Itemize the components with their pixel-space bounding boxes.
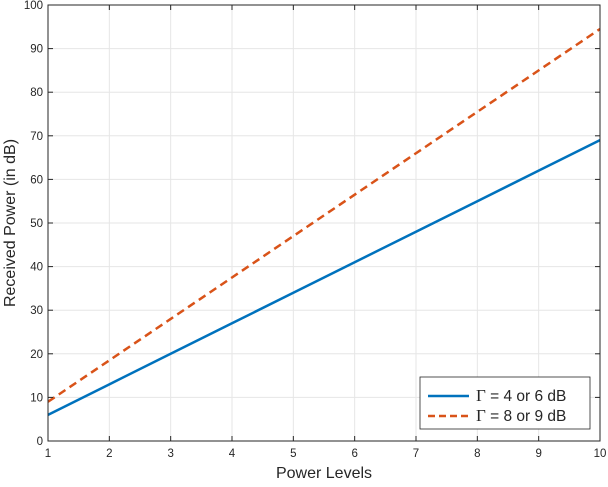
legend-box xyxy=(419,376,591,430)
y-axis-title: Received Power (in dB) xyxy=(2,139,19,307)
y-tick-label: 20 xyxy=(30,349,43,361)
y-tick-label: 0 xyxy=(37,436,43,448)
x-tick-label: 8 xyxy=(474,448,480,460)
series-line-1 xyxy=(47,139,601,416)
x-tick-label: 3 xyxy=(167,448,173,460)
legend: Γ = 4 or 6 dB Γ = 8 or 9 dB xyxy=(419,376,591,430)
x-axis-title: Power Levels xyxy=(276,465,372,482)
x-tick-label: 4 xyxy=(229,448,236,460)
grid-layer xyxy=(48,5,600,441)
legend-label-series-2: Γ = 8 or 9 dB xyxy=(476,406,566,425)
series-line-2 xyxy=(47,27,601,403)
y-tick-label: 50 xyxy=(30,218,43,230)
x-tick-label: 1 xyxy=(45,448,51,460)
y-tick-label: 100 xyxy=(24,0,43,12)
y-tick-label: 60 xyxy=(30,174,43,186)
x-tick-label: 5 xyxy=(290,448,296,460)
y-tick-label: 10 xyxy=(30,392,43,404)
legend-text-series-2: = 8 or 9 dB xyxy=(486,408,567,425)
series-layer xyxy=(47,27,601,416)
x-tick-label: 2 xyxy=(106,448,112,460)
legend-label-series-1: Γ = 4 or 6 dB xyxy=(476,386,566,405)
y-tick-label: 90 xyxy=(30,44,43,56)
legend-symbol-series-1: Γ xyxy=(476,386,486,405)
legend-symbol-series-2: Γ xyxy=(476,406,486,425)
legend-text-series-1: = 4 or 6 dB xyxy=(486,388,567,405)
y-tick-label: 70 xyxy=(30,131,43,143)
y-tick-label: 30 xyxy=(30,305,43,317)
y-tick-label: 40 xyxy=(30,262,43,274)
x-tick-label: 6 xyxy=(351,448,357,460)
y-tick-label: 80 xyxy=(30,87,43,99)
x-tick-label: 10 xyxy=(594,448,607,460)
x-tick-label: 9 xyxy=(535,448,541,460)
x-tick-label: 7 xyxy=(413,448,419,460)
